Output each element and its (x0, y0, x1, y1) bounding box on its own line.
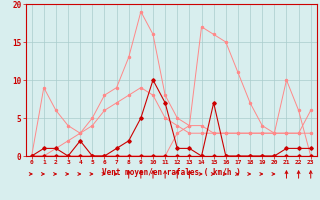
X-axis label: Vent moyen/en rafales ( km/h ): Vent moyen/en rafales ( km/h ) (102, 168, 241, 177)
